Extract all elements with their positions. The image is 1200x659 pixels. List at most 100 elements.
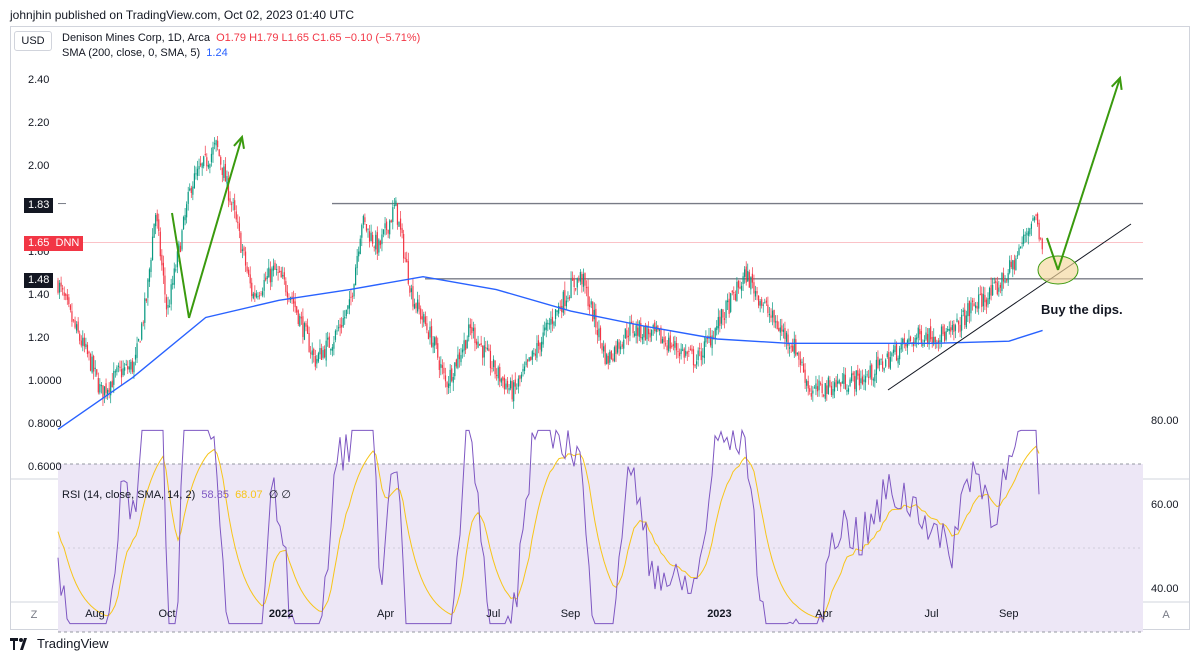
candle-body <box>931 336 933 344</box>
candle-body <box>438 360 440 370</box>
candle-body <box>111 380 113 388</box>
candle-body <box>303 323 306 340</box>
candle-body <box>314 355 316 367</box>
candle-body <box>877 356 879 369</box>
candle-body <box>522 369 524 372</box>
candle-body <box>889 357 891 369</box>
candle-body <box>651 329 653 336</box>
candle-body <box>925 332 927 340</box>
candle-body <box>179 245 182 253</box>
candle-body <box>1037 213 1039 225</box>
candle-body <box>66 294 68 300</box>
breakout-arrow-head <box>1110 75 1123 91</box>
candle-body <box>782 329 784 332</box>
candle-body <box>141 323 143 340</box>
candle-body <box>392 207 394 223</box>
candle-body <box>544 327 546 331</box>
candle-body <box>138 338 140 341</box>
candle-body <box>365 224 368 231</box>
annotation-text[interactable]: Buy the dips. <box>1041 302 1123 317</box>
candle-body <box>410 288 412 293</box>
candle-body <box>703 341 705 359</box>
candle-body <box>652 325 654 328</box>
candle-body <box>296 306 298 313</box>
candle-body <box>999 285 1001 288</box>
candle-body <box>497 367 499 379</box>
candle-body <box>345 309 347 317</box>
candle-body <box>607 355 609 364</box>
candle-body <box>347 305 349 310</box>
candle-body <box>846 390 848 392</box>
candle-body <box>677 351 679 353</box>
candle-body <box>1035 214 1037 216</box>
candle-body <box>170 284 172 305</box>
time-axis-label: Apr <box>815 608 833 620</box>
candle-body <box>654 322 656 331</box>
candle-body <box>192 186 194 195</box>
candle-body <box>565 300 567 307</box>
candle-body <box>880 358 882 361</box>
candle-body <box>694 364 696 367</box>
time-axis-label: 2022 <box>268 608 294 620</box>
candle-body <box>210 153 213 163</box>
candle-body <box>947 328 949 331</box>
candle-body <box>660 327 662 344</box>
candle-body <box>1013 260 1015 270</box>
candle-body <box>429 326 431 338</box>
candle-body <box>404 257 406 259</box>
candle-body <box>302 316 304 338</box>
timezone-button[interactable]: Z <box>30 609 38 621</box>
candle-body <box>857 370 859 376</box>
sma-label[interactable]: SMA (200, close, 0, SMA, 5) <box>62 47 201 59</box>
candle-body <box>961 314 963 331</box>
candle-body <box>432 342 434 348</box>
candle-body <box>454 362 456 377</box>
candle-body <box>280 270 282 278</box>
candle-body <box>852 372 854 376</box>
last-price: 1.65 <box>28 237 50 249</box>
candle-body <box>251 282 253 297</box>
candle-body <box>76 324 78 331</box>
chart-legend: Denison Mines Corp, 1D, Arca O1.79 H1.79… <box>62 31 420 61</box>
candle-body <box>737 280 740 288</box>
candle-body <box>590 301 592 305</box>
candle-body <box>124 367 126 371</box>
candle-body <box>257 296 259 298</box>
candle-body <box>114 371 116 373</box>
candle-body <box>187 191 189 204</box>
candle-body <box>164 275 166 295</box>
candle-body <box>102 385 104 399</box>
candle-body <box>964 309 966 326</box>
candle-body <box>263 280 265 291</box>
currency-button[interactable]: USD <box>14 31 52 51</box>
time-axis-label: Jul <box>924 608 939 620</box>
candle-body <box>1002 273 1005 282</box>
candle-body <box>517 378 519 387</box>
candle-body <box>812 390 814 394</box>
candle-body <box>150 259 152 272</box>
candle-body <box>837 381 839 384</box>
candle-body <box>632 323 634 334</box>
candle-body <box>638 321 640 337</box>
candle-body <box>144 298 146 323</box>
candle-body <box>243 247 245 251</box>
candle-body <box>169 306 171 308</box>
candle-body <box>63 292 65 296</box>
candle-body <box>1019 246 1022 249</box>
rsi-legend[interactable]: RSI (14, close, SMA, 14, 2) 58.85 68.07 … <box>62 488 291 501</box>
auto-scale-button[interactable]: A <box>1162 609 1170 621</box>
candle-body <box>475 341 478 345</box>
candle-body <box>220 156 222 165</box>
candle-body <box>489 350 492 369</box>
rsi-extra: ∅ ∅ <box>268 489 291 501</box>
candle-body <box>542 332 544 345</box>
candle-body <box>942 326 944 335</box>
candle-body <box>100 385 102 387</box>
candle-body <box>558 305 560 314</box>
candle-body <box>745 266 747 283</box>
candle-body <box>736 281 738 301</box>
candle-body <box>317 353 319 362</box>
candle-body <box>339 324 341 329</box>
candle-body <box>792 345 794 352</box>
